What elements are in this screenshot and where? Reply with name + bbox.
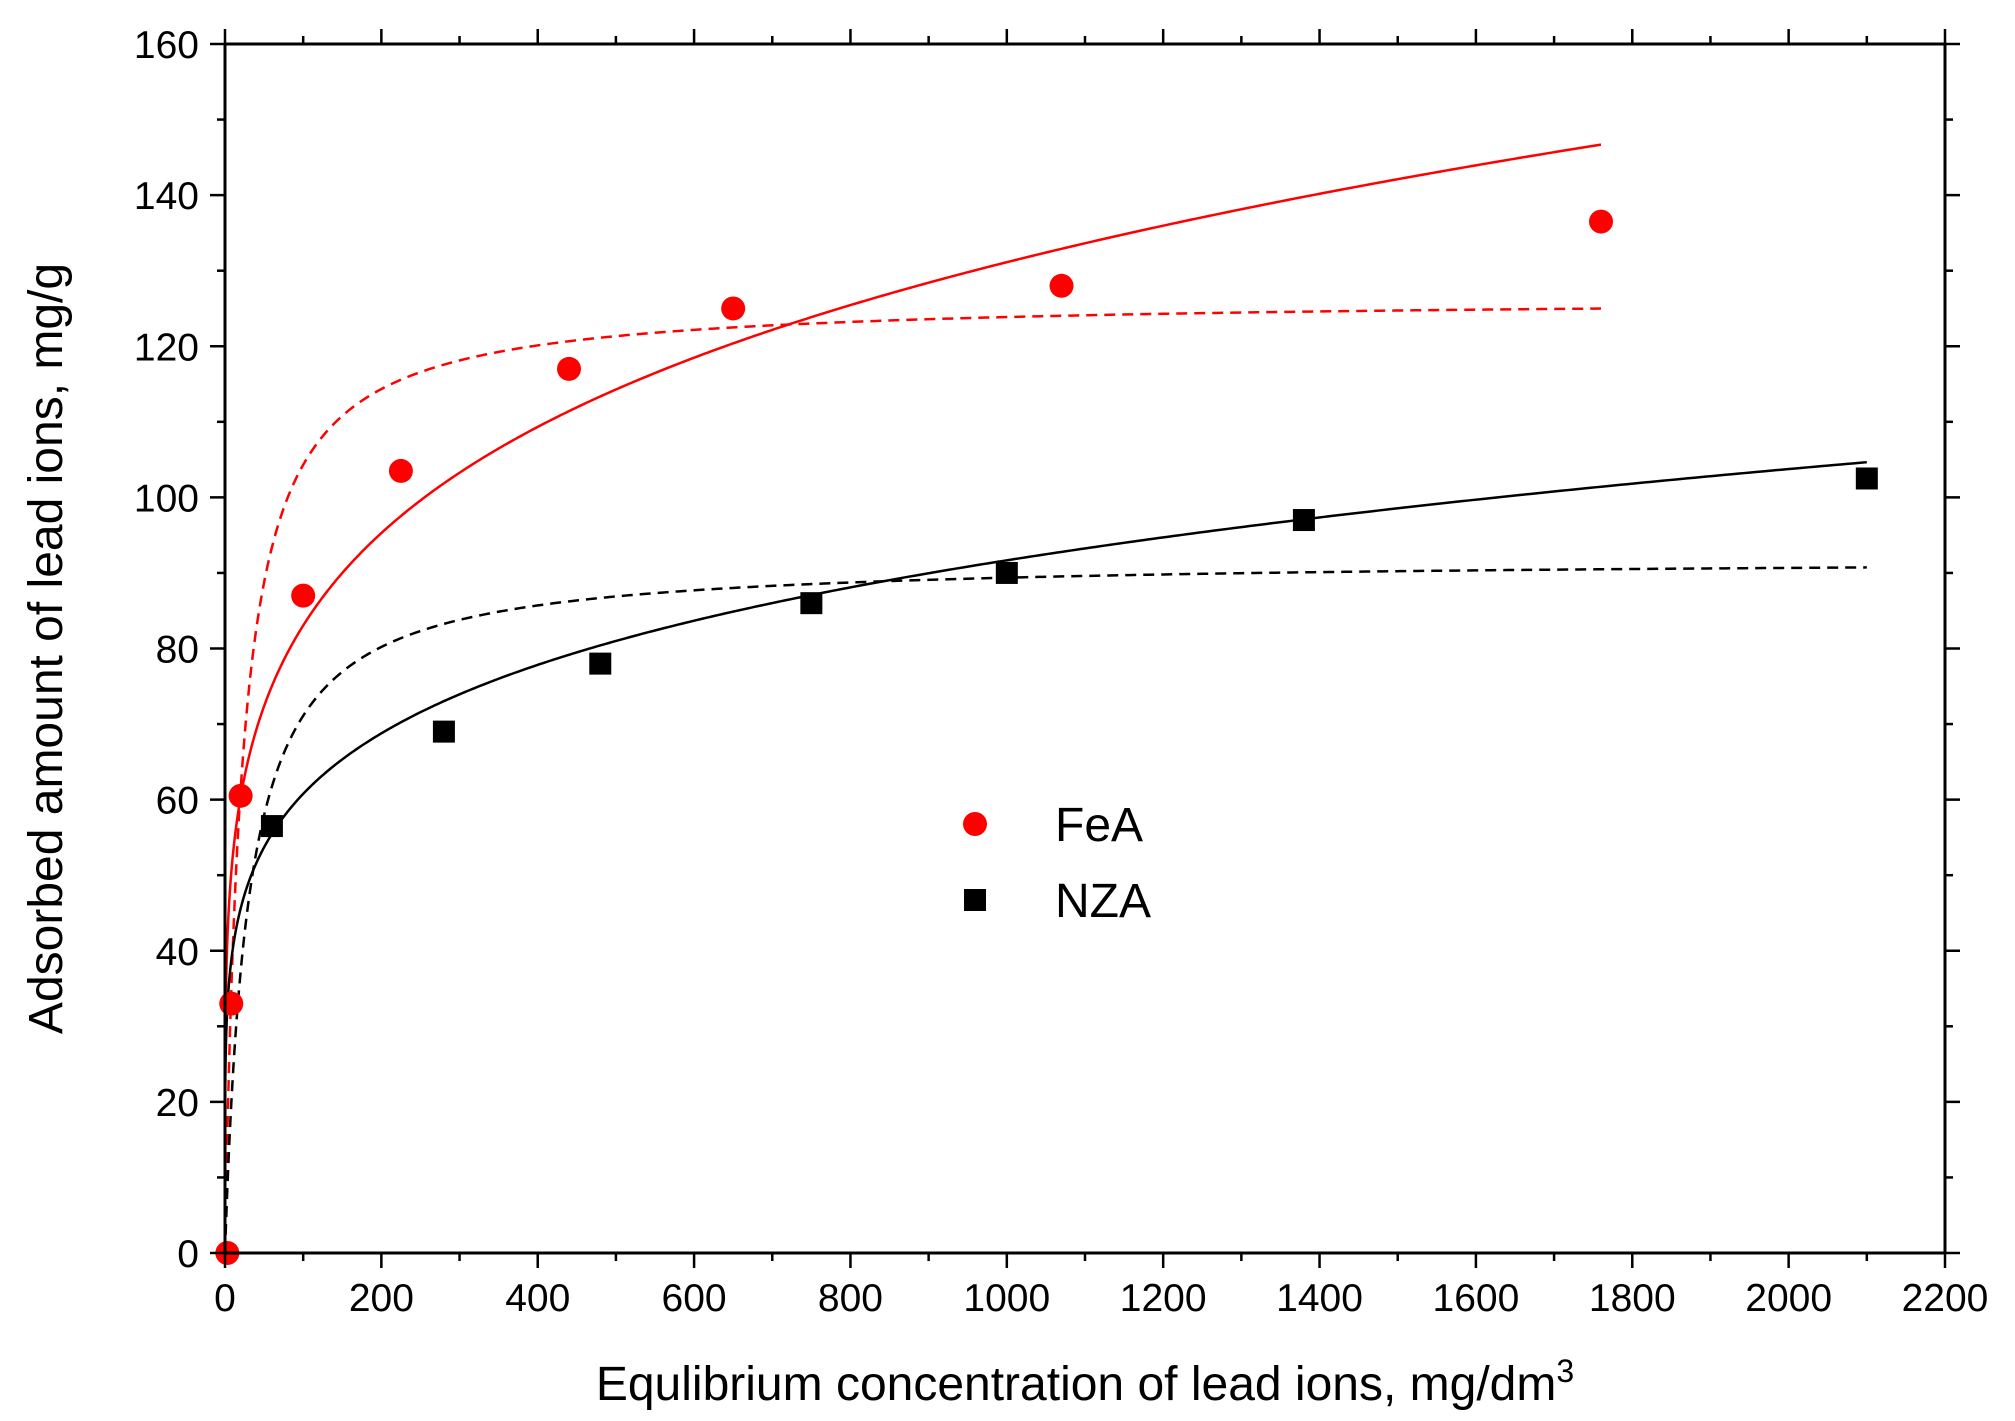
nza-point xyxy=(1855,467,1878,490)
axis-ticks xyxy=(210,29,1960,1268)
fea-point xyxy=(291,583,316,608)
nza-point xyxy=(1292,509,1315,532)
x-axis-title-text: Equlibrium concentration of lead ions, m… xyxy=(596,1358,1557,1411)
legend: FeA NZA xyxy=(963,799,1151,928)
fit-lines xyxy=(223,143,1867,1254)
nza-point xyxy=(589,652,612,675)
x-axis-title: Equlibrium concentration of lead ions, m… xyxy=(596,1353,1574,1411)
y-tick-label: 140 xyxy=(134,175,199,218)
x-tick-label: 1800 xyxy=(1589,1277,1676,1320)
x-tick-label: 1200 xyxy=(1120,1277,1207,1320)
x-tick-label: 1600 xyxy=(1433,1277,1520,1320)
fea-langmuir-fit-dashed xyxy=(223,307,1602,1254)
fea-point xyxy=(557,356,581,381)
fea-freundlich-fit-solid xyxy=(223,143,1602,1254)
fea-point xyxy=(219,991,244,1016)
legend-label-fea: FeA xyxy=(1055,799,1143,852)
tick-labels: 0 200 400 600 800 1000 1200 1400 1600 1800 2000 220… xyxy=(134,24,1988,1320)
nza-point xyxy=(995,561,1018,584)
nza-point xyxy=(800,592,823,615)
data-points xyxy=(215,209,1878,1265)
x-tick-label: 1000 xyxy=(963,1277,1050,1320)
x-axis-title-superscript: 3 xyxy=(1556,1353,1574,1389)
x-tick-label: 600 xyxy=(662,1277,727,1320)
legend-marker-fea xyxy=(963,812,987,836)
y-tick-label: 100 xyxy=(134,477,199,520)
y-tick-label: 120 xyxy=(134,326,199,369)
fea-point xyxy=(388,458,413,483)
x-tick-label: 2200 xyxy=(1902,1277,1989,1320)
y-tick-label: 0 xyxy=(177,1233,199,1276)
y-axis-title: Adsorbed amount of lead ions, mg/g xyxy=(20,263,73,1034)
y-tick-label: 80 xyxy=(156,629,199,672)
fea-point xyxy=(721,296,746,321)
x-tick-label: 1400 xyxy=(1276,1277,1363,1320)
y-tick-label: 40 xyxy=(156,931,199,974)
fea-point xyxy=(1589,209,1613,234)
x-tick-label: 2000 xyxy=(1745,1277,1832,1320)
nza-point xyxy=(260,815,283,838)
x-tick-label: 200 xyxy=(349,1277,414,1320)
plot-frame xyxy=(223,42,1947,1255)
y-tick-label: 60 xyxy=(156,780,199,823)
nza-point xyxy=(432,720,455,743)
fea-point xyxy=(1049,273,1074,298)
legend-label-nza: NZA xyxy=(1055,875,1151,928)
nza-langmuir-fit-dashed xyxy=(223,566,1867,1254)
legend-marker-nza xyxy=(964,889,986,911)
x-tick-label: 800 xyxy=(818,1277,883,1320)
x-tick-label: 0 xyxy=(214,1277,236,1320)
y-tick-label: 20 xyxy=(156,1082,199,1125)
y-tick-label: 160 xyxy=(134,24,199,67)
nza-freundlich-fit-solid xyxy=(223,460,1867,1254)
fea-point xyxy=(228,783,253,808)
x-tick-label: 400 xyxy=(505,1277,570,1320)
